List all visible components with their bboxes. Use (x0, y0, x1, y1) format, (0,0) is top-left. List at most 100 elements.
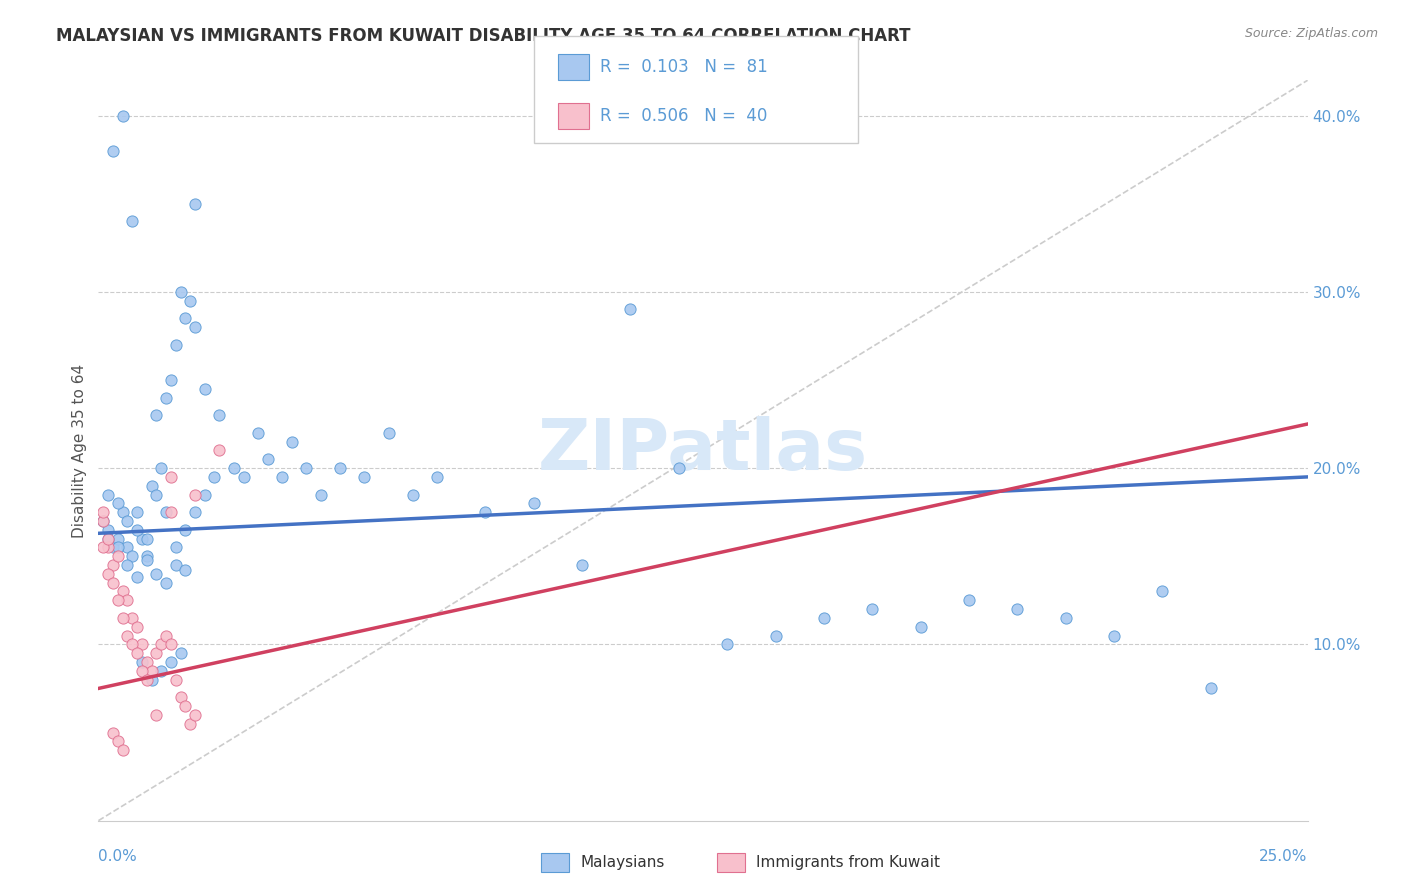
Point (111, 505, 134, 519)
Point (145, 487, 167, 501)
Point (101, 575, 124, 590)
Point (150, 664, 173, 678)
Point (910, 620, 932, 634)
Point (121, 611, 143, 625)
Point (150, 461, 173, 475)
Point (91, 505, 114, 519)
Point (145, 566, 167, 581)
Point (208, 408, 231, 422)
Point (169, 285, 191, 299)
Point (353, 470, 375, 484)
Point (377, 425, 399, 440)
Point (121, 549, 143, 564)
Point (131, 664, 153, 678)
Y-axis label: Disability Age 35 to 64: Disability Age 35 to 64 (72, 363, 87, 538)
Point (174, 699, 197, 714)
Point (135, 673, 157, 687)
Point (127, 570, 149, 584)
Point (169, 646, 191, 660)
Point (131, 637, 153, 651)
Point (121, 637, 143, 651)
Point (174, 311, 197, 326)
Point (222, 461, 245, 475)
Point (204, 470, 226, 484)
Text: MALAYSIAN VS IMMIGRANTS FROM KUWAIT DISABILITY AGE 35 TO 64 CORRELATION CHART: MALAYSIAN VS IMMIGRANTS FROM KUWAIT DISA… (56, 27, 911, 45)
Point (107, 549, 129, 564)
Text: R =  0.103   N =  81: R = 0.103 N = 81 (600, 58, 768, 76)
Point (184, 196, 207, 211)
Point (184, 320, 207, 334)
Point (160, 373, 183, 387)
Point (127, 523, 149, 537)
Point (117, 628, 139, 642)
Point (1054, 611, 1077, 625)
Point (107, 496, 129, 510)
Point (145, 408, 167, 422)
Point (97, 487, 120, 501)
Point (194, 487, 217, 501)
Point (160, 470, 183, 484)
Point (474, 505, 496, 519)
Point (97, 523, 120, 537)
Point (1007, 602, 1029, 616)
Point (1152, 584, 1174, 599)
Point (101, 541, 124, 555)
Point (131, 532, 153, 546)
Point (97, 566, 120, 581)
Point (155, 391, 177, 405)
Point (117, 541, 139, 555)
Point (91, 514, 114, 528)
Point (135, 532, 157, 546)
Point (165, 673, 187, 687)
Point (117, 558, 139, 572)
Point (309, 487, 332, 501)
Point (523, 496, 546, 510)
Point (813, 611, 835, 625)
Point (145, 646, 167, 660)
Point (91, 541, 114, 555)
Text: 0.0%: 0.0% (98, 849, 138, 864)
Point (165, 558, 187, 572)
Point (135, 549, 157, 564)
Point (174, 563, 197, 577)
Point (160, 637, 183, 651)
Point (155, 505, 177, 519)
Point (179, 293, 201, 308)
Point (141, 664, 163, 678)
Point (150, 637, 173, 651)
Point (117, 593, 139, 607)
Point (860, 602, 883, 616)
Point (127, 505, 149, 519)
Point (101, 144, 124, 158)
Point (402, 487, 425, 501)
Point (101, 558, 124, 572)
Point (619, 302, 641, 317)
Point (426, 470, 449, 484)
Point (281, 434, 304, 449)
Text: R =  0.506   N =  40: R = 0.506 N = 40 (600, 107, 768, 125)
Point (155, 575, 177, 590)
Point (329, 461, 352, 475)
Text: ZIPatlas: ZIPatlas (538, 416, 868, 485)
Point (97, 541, 120, 555)
Point (111, 584, 134, 599)
Point (1102, 628, 1125, 642)
Point (107, 593, 129, 607)
Point (184, 487, 207, 501)
Point (716, 637, 738, 651)
Point (135, 553, 157, 567)
Point (179, 716, 201, 731)
Point (765, 628, 787, 642)
Point (194, 382, 217, 396)
Point (1199, 681, 1222, 696)
Point (295, 461, 318, 475)
Point (135, 655, 157, 669)
Text: 25.0%: 25.0% (1260, 849, 1308, 864)
Point (184, 505, 207, 519)
Point (107, 734, 129, 748)
Point (97, 532, 120, 546)
Point (111, 743, 134, 757)
Point (141, 479, 163, 493)
Point (160, 505, 183, 519)
Point (668, 461, 690, 475)
